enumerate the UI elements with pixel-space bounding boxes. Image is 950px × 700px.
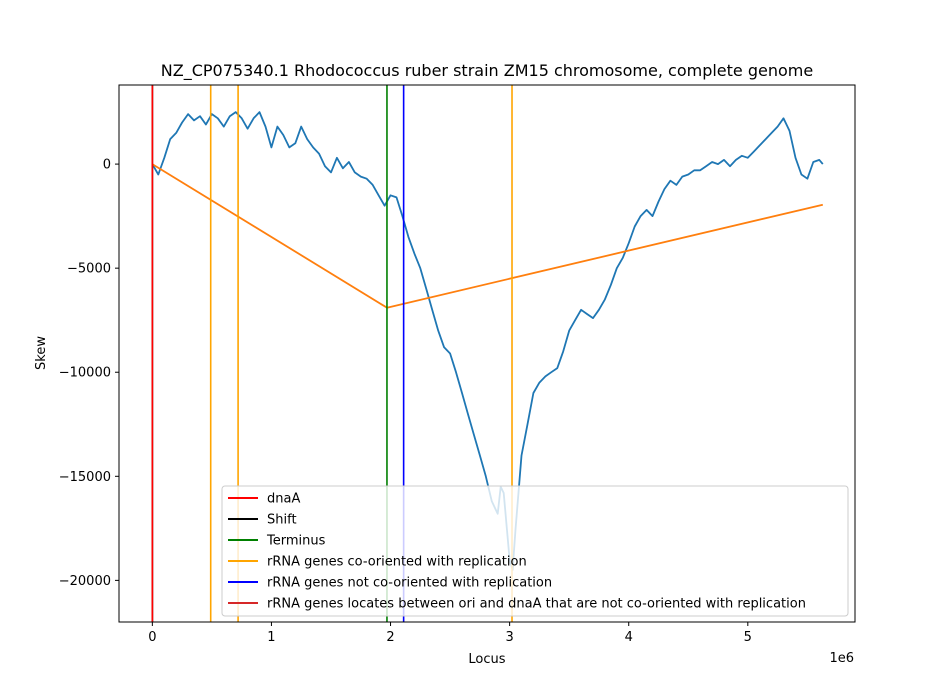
x-tick-label: 0 <box>148 630 156 645</box>
axis-ticks: 0 1 2 3 4 5 0 −5000 −10000 −15000 −20000 <box>59 158 752 645</box>
legend-label: Terminus <box>266 534 326 549</box>
legend-label: dnaA <box>267 492 300 507</box>
legend-label: rRNA genes not co-oriented with replicat… <box>267 576 552 591</box>
legend-box <box>221 485 849 617</box>
legend-label: rRNA genes locates between ori and dnaA … <box>267 597 806 612</box>
x-tick-label: 5 <box>744 630 752 645</box>
chart-title: NZ_CP075340.1 Rhodococcus ruber strain Z… <box>161 61 813 81</box>
y-axis-label: Skew <box>34 336 49 370</box>
y-tick-label: −15000 <box>59 470 111 485</box>
x-axis-label: Locus <box>468 652 505 667</box>
legend: dnaA Shift Terminus rRNA genes co-oriented … <box>221 485 849 617</box>
x-axis-offset-label: 1e6 <box>829 651 854 666</box>
x-tick-label: 3 <box>505 630 513 645</box>
y-tick-label: 0 <box>103 158 111 173</box>
x-tick-label: 4 <box>625 630 633 645</box>
legend-label: Shift <box>267 513 297 528</box>
legend-label: rRNA genes co-oriented with replication <box>267 555 527 570</box>
y-tick-label: −20000 <box>59 574 111 589</box>
x-tick-label: 2 <box>386 630 394 645</box>
y-tick-label: −10000 <box>59 366 111 381</box>
y-tick-label: −5000 <box>67 262 111 277</box>
axes-frame <box>118 84 856 623</box>
x-tick-label: 1 <box>267 630 275 645</box>
